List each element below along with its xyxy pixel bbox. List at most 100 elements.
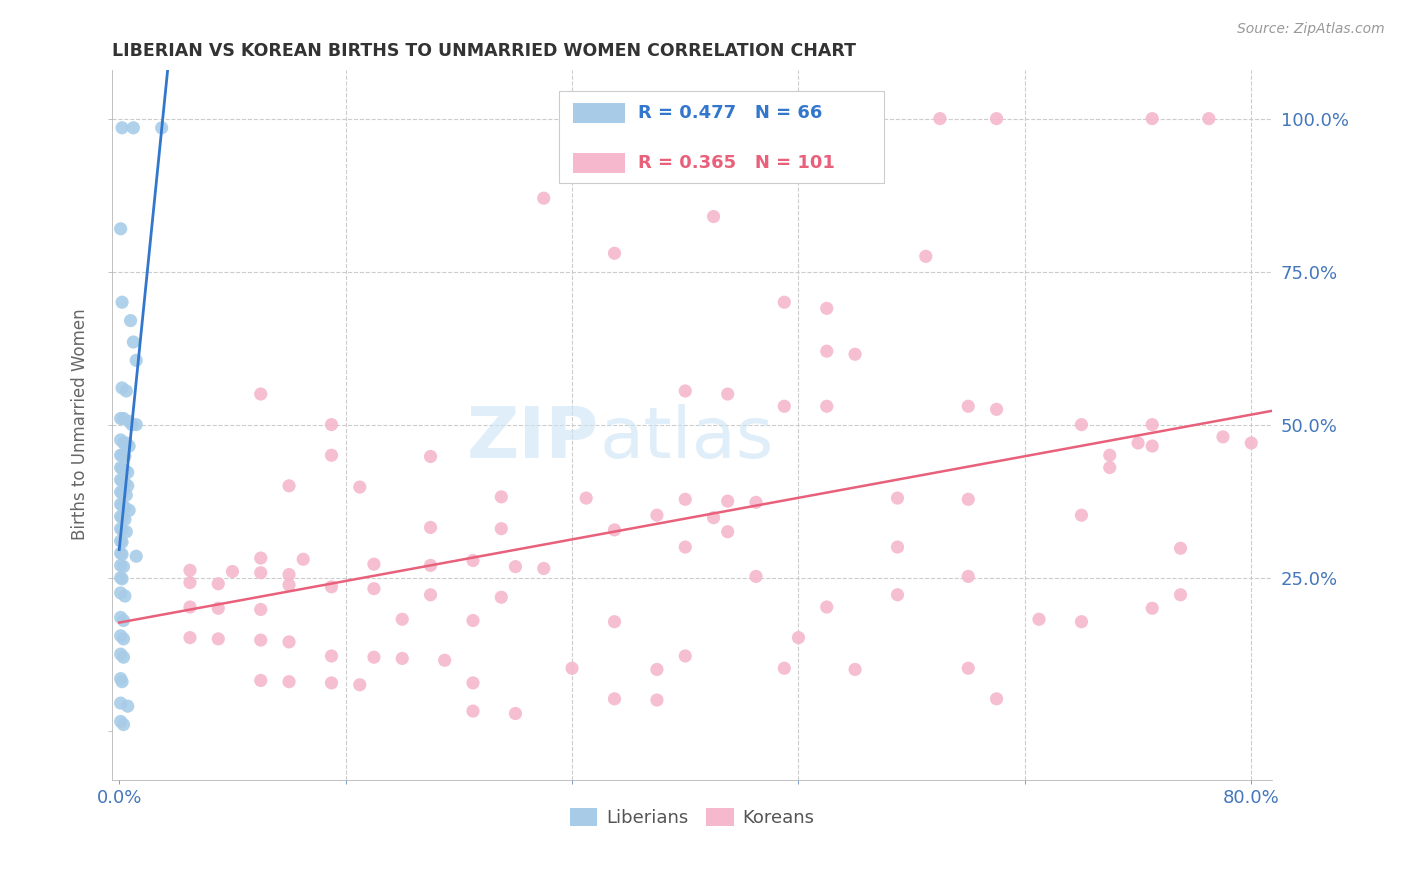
Point: [112, 411, 135, 425]
Point: [115, 384, 138, 398]
Point: [773, 661, 796, 675]
Point: [1070, 508, 1092, 523]
Point: [575, 491, 598, 505]
Point: [111, 535, 134, 549]
Point: [1140, 601, 1163, 615]
Point: [110, 571, 132, 585]
Point: [886, 588, 908, 602]
Point: [914, 249, 936, 263]
Point: [111, 381, 134, 395]
Point: [1126, 436, 1149, 450]
Point: [110, 460, 132, 475]
Point: [278, 635, 301, 649]
Point: [363, 650, 385, 665]
Point: [815, 600, 838, 615]
Point: [292, 552, 315, 566]
Point: [603, 246, 626, 260]
Point: [110, 411, 132, 425]
Point: [110, 221, 132, 235]
Point: [1098, 448, 1121, 462]
Point: [112, 559, 135, 574]
Point: [363, 582, 385, 596]
Point: [461, 553, 484, 567]
Point: [986, 691, 1008, 706]
Point: [717, 494, 740, 508]
Point: [673, 648, 696, 663]
FancyBboxPatch shape: [558, 91, 884, 183]
Point: [419, 588, 441, 602]
Point: [505, 559, 527, 574]
Point: [1140, 112, 1163, 126]
Point: [221, 565, 243, 579]
Point: [461, 614, 484, 628]
Point: [207, 632, 229, 646]
Point: [844, 662, 866, 676]
Point: [110, 485, 132, 500]
Point: [603, 691, 626, 706]
Point: [703, 210, 725, 224]
Point: [391, 651, 413, 665]
FancyBboxPatch shape: [572, 103, 626, 123]
Point: [1070, 615, 1092, 629]
Point: [673, 540, 696, 554]
Point: [115, 488, 138, 502]
Point: [986, 112, 1008, 126]
Point: [118, 503, 141, 517]
Point: [505, 706, 527, 721]
Point: [321, 676, 343, 690]
Point: [986, 402, 1008, 417]
Point: [112, 436, 135, 450]
Point: [114, 500, 136, 515]
Text: R = 0.477   N = 66: R = 0.477 N = 66: [638, 104, 823, 122]
Point: [111, 461, 134, 475]
Point: [110, 647, 132, 661]
Point: [645, 508, 668, 523]
Point: [603, 615, 626, 629]
Point: [491, 522, 513, 536]
Point: [349, 480, 371, 494]
Point: [533, 191, 555, 205]
Point: [815, 399, 838, 413]
Point: [957, 492, 980, 507]
Point: [114, 589, 136, 603]
Point: [117, 466, 139, 480]
Legend: Liberians, Koreans: Liberians, Koreans: [562, 801, 823, 835]
Point: [249, 387, 271, 401]
Point: [118, 415, 141, 429]
Text: atlas: atlas: [599, 404, 773, 474]
Point: [114, 464, 136, 478]
Point: [419, 520, 441, 534]
Point: [461, 704, 484, 718]
Point: [110, 522, 132, 536]
Point: [745, 569, 768, 583]
Point: [111, 448, 134, 462]
Point: [112, 614, 135, 628]
Point: [118, 439, 141, 453]
Point: [278, 578, 301, 592]
Point: [125, 549, 148, 564]
Point: [844, 347, 866, 361]
Point: [110, 433, 132, 447]
Point: [1028, 612, 1050, 626]
Y-axis label: Births to Unmarried Women: Births to Unmarried Women: [72, 309, 89, 541]
Point: [115, 524, 138, 539]
Point: [717, 387, 740, 401]
Point: [957, 399, 980, 413]
Point: [1140, 417, 1163, 432]
Point: [111, 523, 134, 537]
Point: [1170, 588, 1192, 602]
Point: [561, 661, 583, 675]
Point: [117, 479, 139, 493]
Point: [120, 313, 142, 327]
Point: [111, 674, 134, 689]
Point: [717, 524, 740, 539]
Point: [249, 602, 271, 616]
Point: [321, 417, 343, 432]
Point: [603, 523, 626, 537]
Point: [1070, 417, 1092, 432]
Point: [1198, 112, 1220, 126]
Point: [461, 676, 484, 690]
Point: [179, 600, 201, 615]
Point: [121, 417, 143, 432]
Point: [111, 548, 134, 562]
